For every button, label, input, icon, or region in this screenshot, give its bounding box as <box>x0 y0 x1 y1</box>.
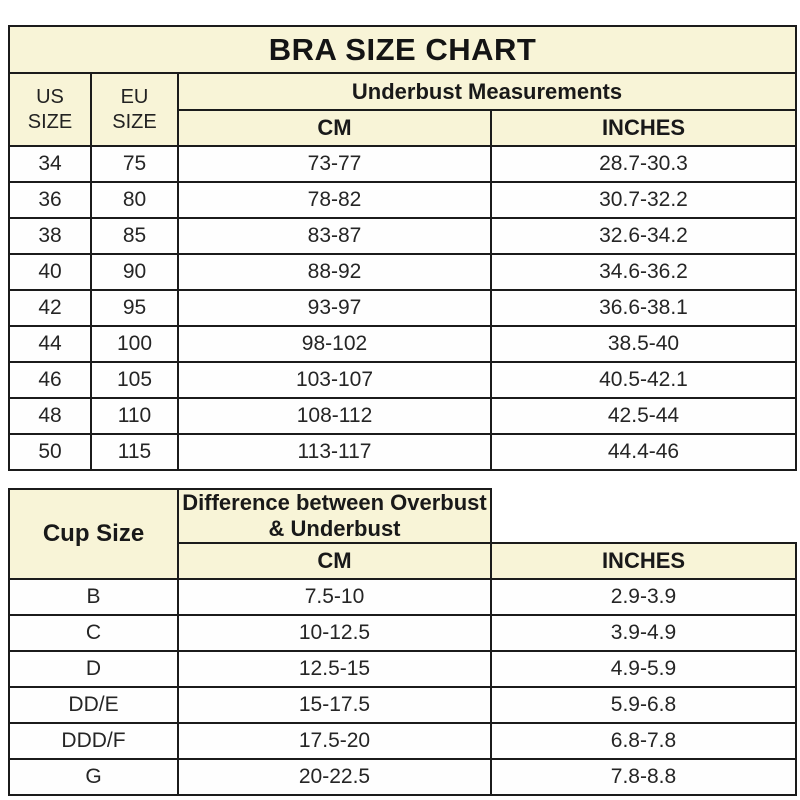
cup-table-cell: B <box>8 578 179 616</box>
cup-table-row: D 12.5-15 4.9-5.9 <box>8 650 797 688</box>
size-table-cell: 38 <box>8 217 92 255</box>
cup-table-row: B 7.5-10 2.9-3.9 <box>8 578 797 616</box>
cup-table-cell: D <box>8 650 179 688</box>
size-table-row: 36 80 78-82 30.7-32.2 <box>8 181 797 219</box>
size-table-cell: 103-107 <box>177 361 492 399</box>
size-table-cell: 83-87 <box>177 217 492 255</box>
size-table-cell: 38.5-40 <box>490 325 797 363</box>
cup-table-cell: G <box>8 758 179 796</box>
size-table-cell: 36.6-38.1 <box>490 289 797 327</box>
column-header-eu-size: EU SIZE <box>90 72 179 147</box>
size-table-cell: 88-92 <box>177 253 492 291</box>
page-title: BRA SIZE CHART <box>8 25 797 74</box>
size-table-cell: 80 <box>90 181 179 219</box>
size-table-cell: 108-112 <box>177 397 492 435</box>
size-table-cell: 85 <box>90 217 179 255</box>
column-group-header-underbust: Underbust Measurements <box>177 72 797 111</box>
cup-table-cell: 5.9-6.8 <box>490 686 797 724</box>
cup-size-table: Cup Size Difference between Overbust & U… <box>8 488 797 796</box>
cup-table-cell: C <box>8 614 179 652</box>
cup-table-cell: 2.9-3.9 <box>490 578 797 616</box>
size-table-cell: 113-117 <box>177 433 492 471</box>
cup-table-row: C 10-12.5 3.9-4.9 <box>8 614 797 652</box>
size-table-row: 44 100 98-102 38.5-40 <box>8 325 797 363</box>
group-header-row: Cup Size Difference between Overbust & U… <box>8 488 796 580</box>
size-table-cell: 105 <box>90 361 179 399</box>
size-table-row: 48 110 108-112 42.5-44 <box>8 397 797 435</box>
size-table-cell: 30.7-32.2 <box>490 181 797 219</box>
bra-size-table: BRA SIZE CHART US SIZE EU SIZE Underbust… <box>8 25 797 471</box>
cup-table-row: DD/E 15-17.5 5.9-6.8 <box>8 686 797 724</box>
size-table-cell: 48 <box>8 397 92 435</box>
size-table-row: 46 105 103-107 40.5-42.1 <box>8 361 797 399</box>
size-table-cell: 90 <box>90 253 179 291</box>
size-table-cell: 32.6-34.2 <box>490 217 797 255</box>
cup-table-cell: 15-17.5 <box>177 686 492 724</box>
column-header-us-size: US SIZE <box>8 72 92 147</box>
cup-table-cell: 4.9-5.9 <box>490 650 797 688</box>
size-table-cell: 93-97 <box>177 289 492 327</box>
size-table-cell: 42 <box>8 289 92 327</box>
size-table-cell: 40 <box>8 253 92 291</box>
cup-table-cell: 3.9-4.9 <box>490 614 797 652</box>
size-table-cell: 36 <box>8 181 92 219</box>
title-row: BRA SIZE CHART <box>8 25 797 74</box>
size-table-row: 34 75 73-77 28.7-30.3 <box>8 145 797 183</box>
size-table-cell: 95 <box>90 289 179 327</box>
size-table-cell: 28.7-30.3 <box>490 145 797 183</box>
size-table-cell: 78-82 <box>177 181 492 219</box>
cup-table-cell: 10-12.5 <box>177 614 492 652</box>
size-table-body: 34 75 73-77 28.7-30.3 36 80 78-82 30.7-32.2 38 85… <box>8 145 797 471</box>
size-table-row: 42 95 93-97 36.6-38.1 <box>8 289 797 327</box>
column-header-cup-size: Cup Size <box>8 488 179 580</box>
cup-table-cell: 7.8-8.8 <box>490 758 797 796</box>
cup-table-cell: 20-22.5 <box>177 758 492 796</box>
cup-table-cell: DD/E <box>8 686 179 724</box>
sub-header-row: CM INCHES <box>9 109 797 147</box>
size-table-cell: 115 <box>90 433 179 471</box>
cup-table-cell: 6.8-7.8 <box>490 722 797 760</box>
size-table-cell: 46 <box>8 361 92 399</box>
cup-table-row: DDD/F 17.5-20 6.8-7.8 <box>8 722 797 760</box>
size-table-cell: 42.5-44 <box>490 397 797 435</box>
column-header-cm: CM <box>177 542 492 580</box>
size-table-cell: 44 <box>8 325 92 363</box>
size-table-row: 40 90 88-92 34.6-36.2 <box>8 253 797 291</box>
size-table-cell: 44.4-46 <box>490 433 797 471</box>
column-header-cm: CM <box>177 109 492 147</box>
size-table-cell: 40.5-42.1 <box>490 361 797 399</box>
size-table-cell: 34 <box>8 145 92 183</box>
cup-table-cell: 17.5-20 <box>177 722 492 760</box>
size-table-cell: 50 <box>8 433 92 471</box>
size-table-row: 50 115 113-117 44.4-46 <box>8 433 797 471</box>
size-table-cell: 73-77 <box>177 145 492 183</box>
column-header-inches: INCHES <box>490 109 797 147</box>
cup-table-body: B 7.5-10 2.9-3.9 C 10-12.5 3.9-4.9 D 12.5-15 4.9… <box>8 578 797 796</box>
cup-table-cell: 12.5-15 <box>177 650 492 688</box>
column-header-inches: INCHES <box>490 542 797 580</box>
cup-table-row: G 20-22.5 7.8-8.8 <box>8 758 797 796</box>
cup-table-cell: 7.5-10 <box>177 578 492 616</box>
sub-header-row: CM INCHES <box>9 542 797 580</box>
size-table-row: 38 85 83-87 32.6-34.2 <box>8 217 797 255</box>
cup-table-cell: DDD/F <box>8 722 179 760</box>
size-table-cell: 34.6-36.2 <box>490 253 797 291</box>
group-header-row: US SIZE EU SIZE Underbust Measurements <box>8 72 797 147</box>
column-group-header-difference: Difference between Overbust & Underbust <box>177 488 492 544</box>
size-table-cell: 100 <box>90 325 179 363</box>
size-table-cell: 98-102 <box>177 325 492 363</box>
size-table-cell: 75 <box>90 145 179 183</box>
size-table-cell: 110 <box>90 397 179 435</box>
